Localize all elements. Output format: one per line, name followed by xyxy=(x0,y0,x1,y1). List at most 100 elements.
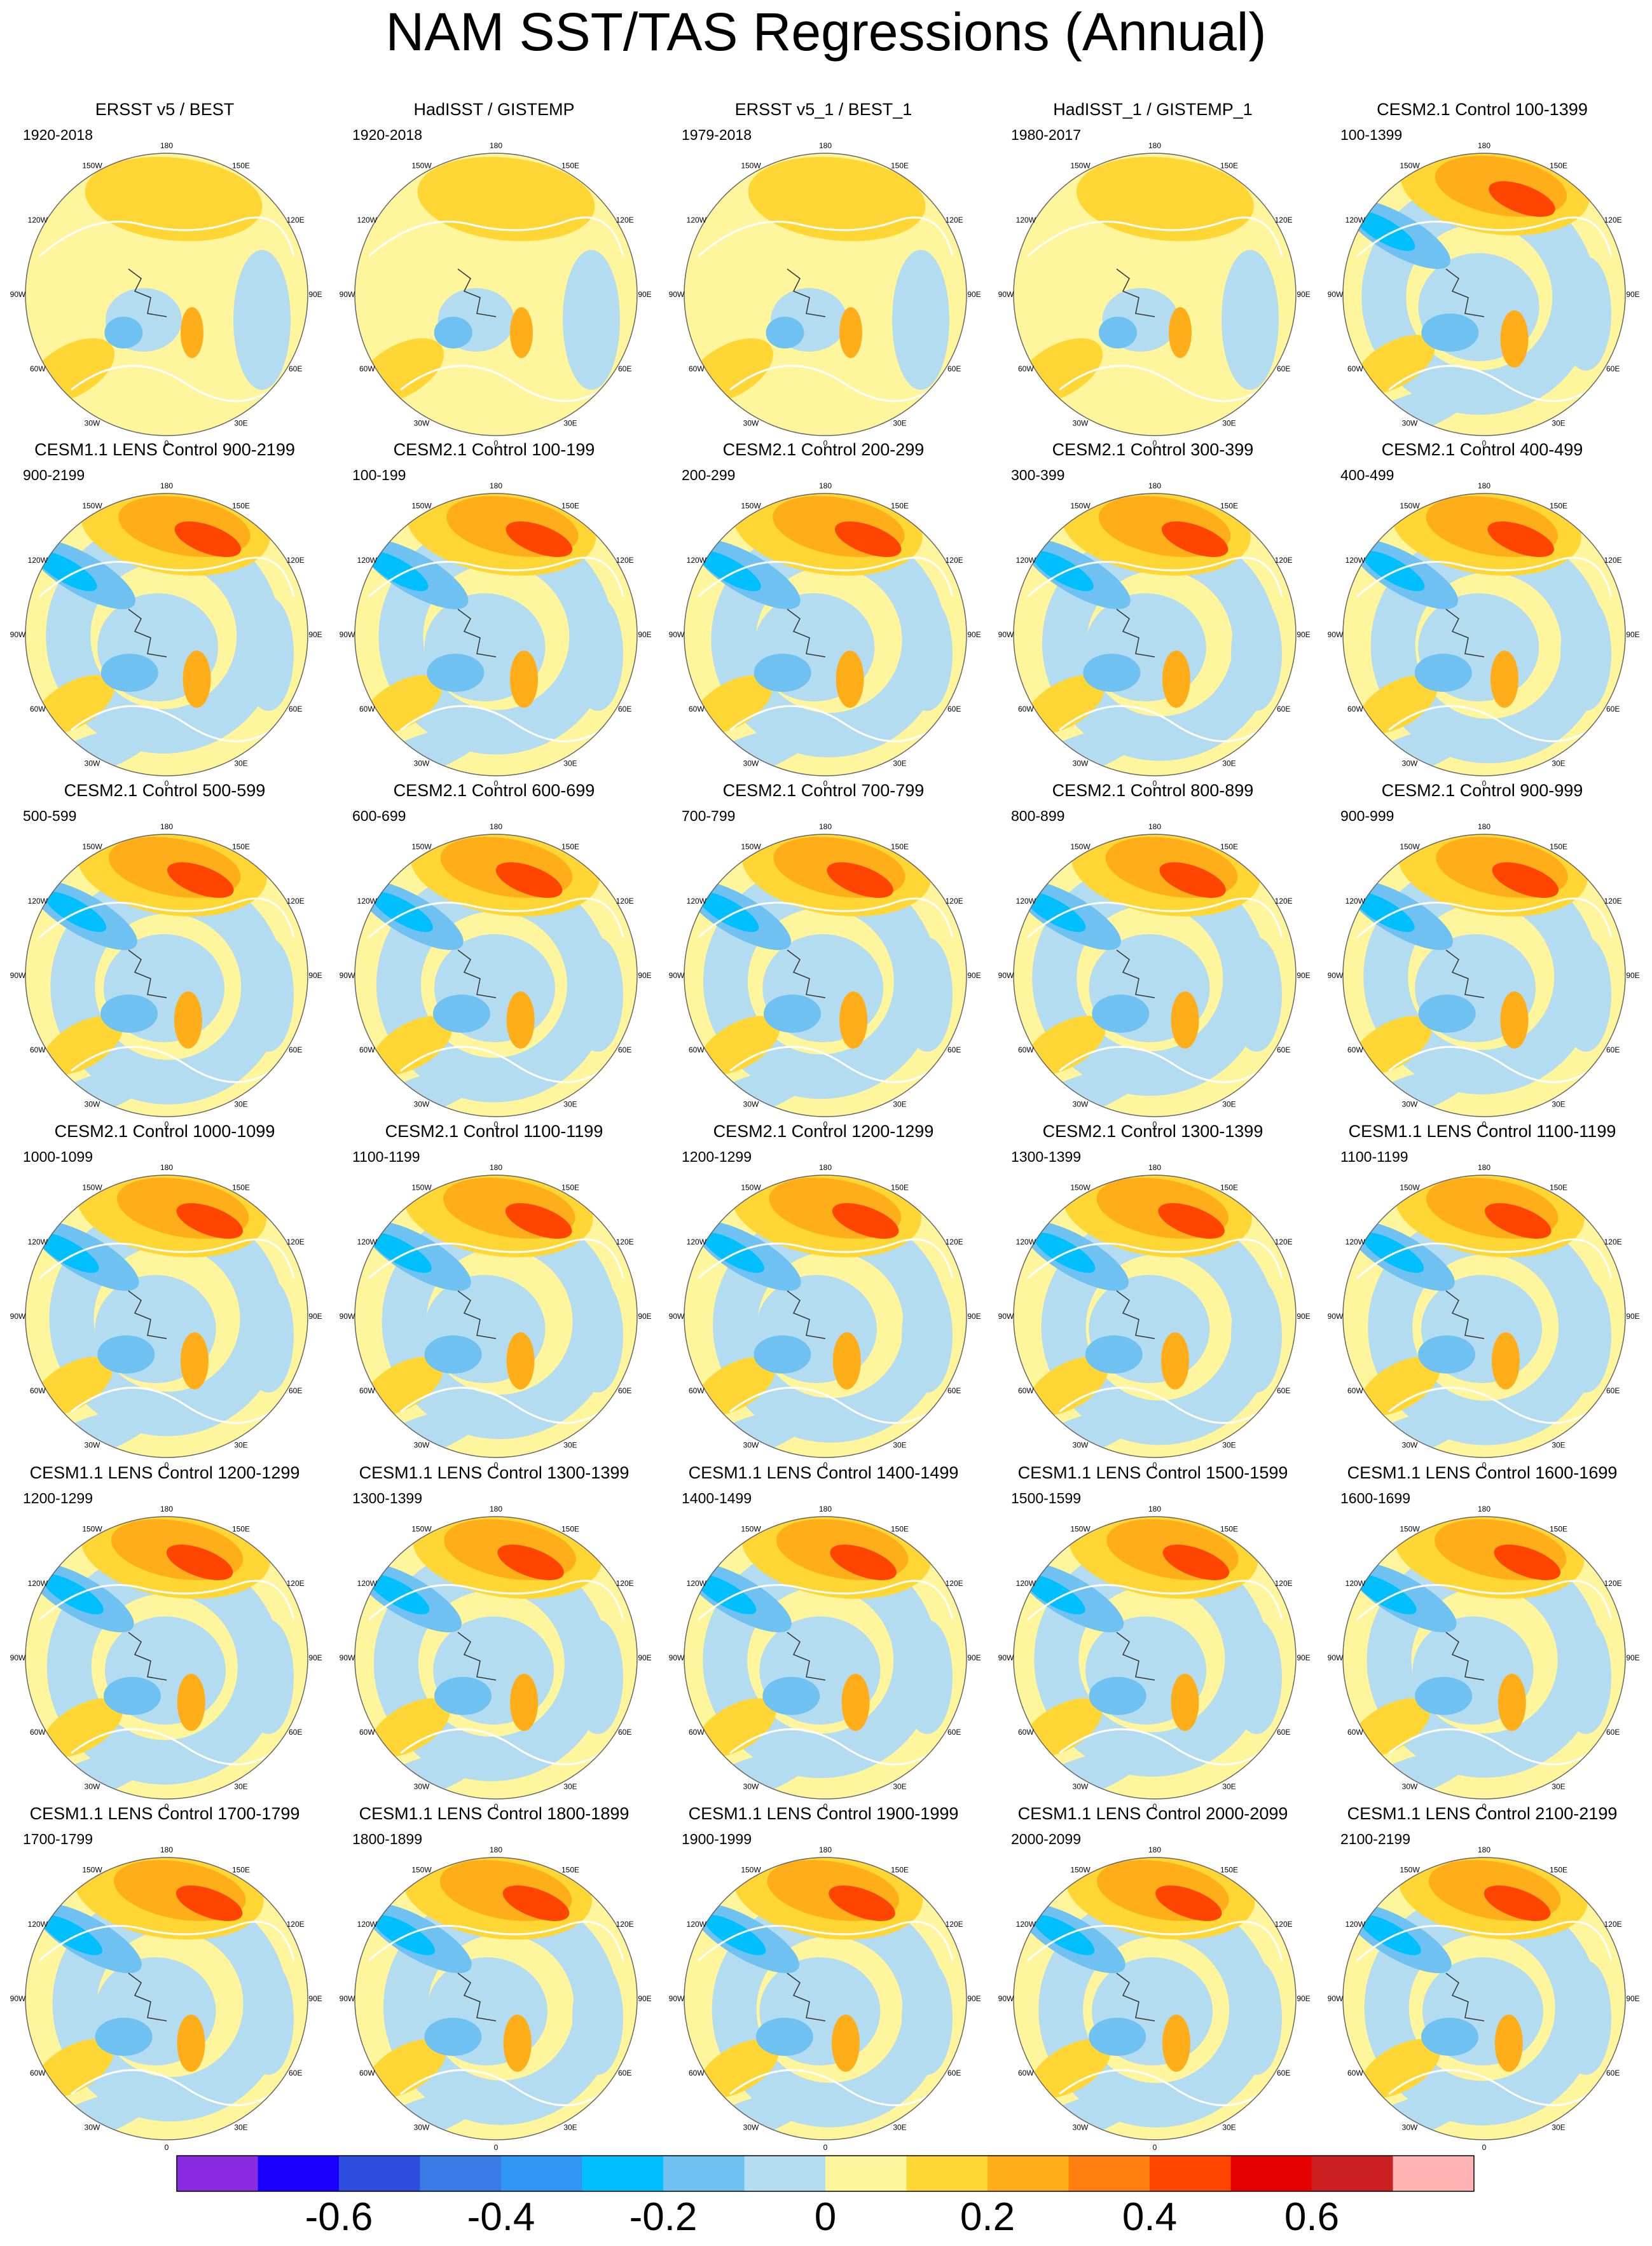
longitude-label: 60E xyxy=(947,1045,961,1054)
panel-title: HadISST / GISTEMP xyxy=(413,100,575,119)
longitude-label: 120E xyxy=(946,216,963,224)
longitude-label: 30E xyxy=(563,419,577,428)
indian-cool xyxy=(902,1620,953,1734)
panel-title: CESM2.1 Control 600-699 xyxy=(393,781,595,800)
atlantic-warm xyxy=(1025,1016,1106,1075)
panel-years: 800-899 xyxy=(1011,808,1065,824)
labrador-cold xyxy=(762,1677,820,1715)
indian-cool xyxy=(572,1620,623,1734)
panel-years: 1920-2018 xyxy=(352,127,422,143)
longitude-label: 180 xyxy=(160,1845,173,1854)
longitude-label: 90E xyxy=(308,1994,322,2003)
panel-years: 100-199 xyxy=(352,467,406,483)
archipelago xyxy=(128,1632,167,1681)
longitude-label: 60W xyxy=(30,2069,46,2077)
pacific-warm-peak xyxy=(1485,1203,1552,1239)
longitude-label: 0 xyxy=(823,1461,828,1470)
europe-warm xyxy=(506,991,535,1049)
coastline xyxy=(1388,1728,1606,1766)
archipelago xyxy=(787,1632,826,1681)
longitude-label: 150E xyxy=(891,1524,909,1533)
map-panel: HadISST_1 / GISTEMP_1 180 150E 120E 90E 60E 30… xyxy=(988,99,1318,448)
labrador-cold xyxy=(754,1335,811,1374)
longitude-label: 120W xyxy=(28,1920,48,1929)
longitude-label: 60W xyxy=(689,364,705,373)
longitude-label: 0 xyxy=(494,439,499,448)
longitude-label: 180 xyxy=(160,822,173,831)
panel-title: HadISST_1 / GISTEMP_1 xyxy=(1053,100,1253,119)
pacific-warm-peak xyxy=(176,1203,244,1239)
longitude-label: 120E xyxy=(616,556,634,565)
alaska-cold-core xyxy=(1354,1574,1417,1615)
panel-years: 600-699 xyxy=(352,808,406,824)
coastline xyxy=(1027,216,1283,258)
map-panel: CESM1.1 LENS Control 1400-1499 180 150E 120… xyxy=(659,1462,988,1811)
labrador-cold xyxy=(432,995,490,1033)
longitude-label: 90E xyxy=(1297,1653,1310,1662)
longitude-label: 60W xyxy=(1018,1386,1034,1395)
pacific-warm-peak xyxy=(1155,1885,1222,1921)
indian-cool xyxy=(243,1620,294,1734)
longitude-label: 150E xyxy=(1220,1865,1238,1874)
longitude-label: 30E xyxy=(234,2123,247,2132)
longitude-label: 0 xyxy=(1482,2143,1487,2152)
longitude-label: 0 xyxy=(494,1461,499,1470)
longitude-label: 120E xyxy=(1275,216,1293,224)
europe-warm xyxy=(1171,991,1199,1049)
polar-map: 180 150E 120E 90E 60E 30E 0 30W 60W 90W 120W 150W xyxy=(10,822,322,1129)
coastline xyxy=(71,2069,289,2107)
labrador-cold xyxy=(1418,1335,1476,1374)
colorbar-swatch xyxy=(1150,2156,1231,2191)
panel-years: 500-599 xyxy=(23,808,77,824)
panel-years: 1979-2018 xyxy=(682,127,752,143)
coastline xyxy=(1356,556,1613,598)
longitude-label: 30W xyxy=(1073,1100,1089,1109)
labrador-cold xyxy=(104,317,143,348)
colorbar-swatch xyxy=(582,2156,664,2191)
regression-field xyxy=(1014,1517,1296,1799)
alaska-cold-core xyxy=(1353,210,1415,251)
longitude-label: 30W xyxy=(1402,1100,1418,1109)
longitude-label: 150E xyxy=(1220,161,1238,170)
europe-warm xyxy=(839,307,862,358)
panel-title: CESM1.1 LENS Control 1800-1899 xyxy=(359,1804,630,1823)
map-panel: CESM1.1 LENS Control 1800-1899 180 150E 120… xyxy=(329,1803,659,2152)
europe-warm xyxy=(182,651,211,708)
longitude-label: 120E xyxy=(616,1920,634,1929)
regression-field xyxy=(1343,1517,1625,1799)
polar-map: 180 150E 120E 90E 60E 30E 0 30W 60W 90W 120W 150W xyxy=(10,1163,322,1470)
europe-warm xyxy=(510,307,533,358)
longitude-label: 60W xyxy=(30,364,46,373)
labrador-cold xyxy=(1085,1335,1143,1374)
colorbar-tick-label: -0.2 xyxy=(629,2195,698,2239)
longitude-label: 90W xyxy=(1328,290,1344,299)
coastline xyxy=(1388,364,1606,403)
map-outline xyxy=(684,153,967,436)
coastline xyxy=(400,2069,618,2107)
regression-field xyxy=(1343,834,1625,1117)
longitude-label: 60E xyxy=(1277,364,1290,373)
map-panel: CESM1.1 LENS Control 2000-2099 180 150E 120… xyxy=(988,1803,1318,2152)
labrador-cold xyxy=(1089,2018,1146,2056)
map-outline xyxy=(1013,1516,1297,1800)
longitude-label: 120W xyxy=(357,216,378,224)
map-outline xyxy=(354,1516,638,1800)
longitude-label: 150W xyxy=(411,501,432,510)
colorbar-tick-label: -0.6 xyxy=(305,2195,373,2239)
map-panel: CESM1.1 LENS Control 1900-1999 180 150E 120… xyxy=(659,1803,988,2152)
longitude-label: 60E xyxy=(947,364,961,373)
indian-cool xyxy=(243,937,294,1052)
longitude-label: 180 xyxy=(1148,1845,1161,1854)
polar-map: 180 150E 120E 90E 60E 30E 0 30W 60W 90W 120W 150W xyxy=(669,1845,981,2152)
regression-field xyxy=(25,834,308,1117)
longitude-label: 90E xyxy=(1297,1312,1310,1321)
panel-title: CESM1.1 LENS Control 900-2199 xyxy=(34,440,295,459)
longitude-label: 30W xyxy=(1073,419,1089,428)
coastline xyxy=(1027,1238,1283,1279)
coastline xyxy=(1356,216,1613,258)
alaska-cold-core xyxy=(371,892,433,932)
longitude-label: 30E xyxy=(1222,2123,1236,2132)
panel-title: CESM2.1 Control 500-599 xyxy=(64,781,266,800)
longitude-label: 120E xyxy=(287,556,305,565)
longitude-label: 90E xyxy=(638,1653,651,1662)
